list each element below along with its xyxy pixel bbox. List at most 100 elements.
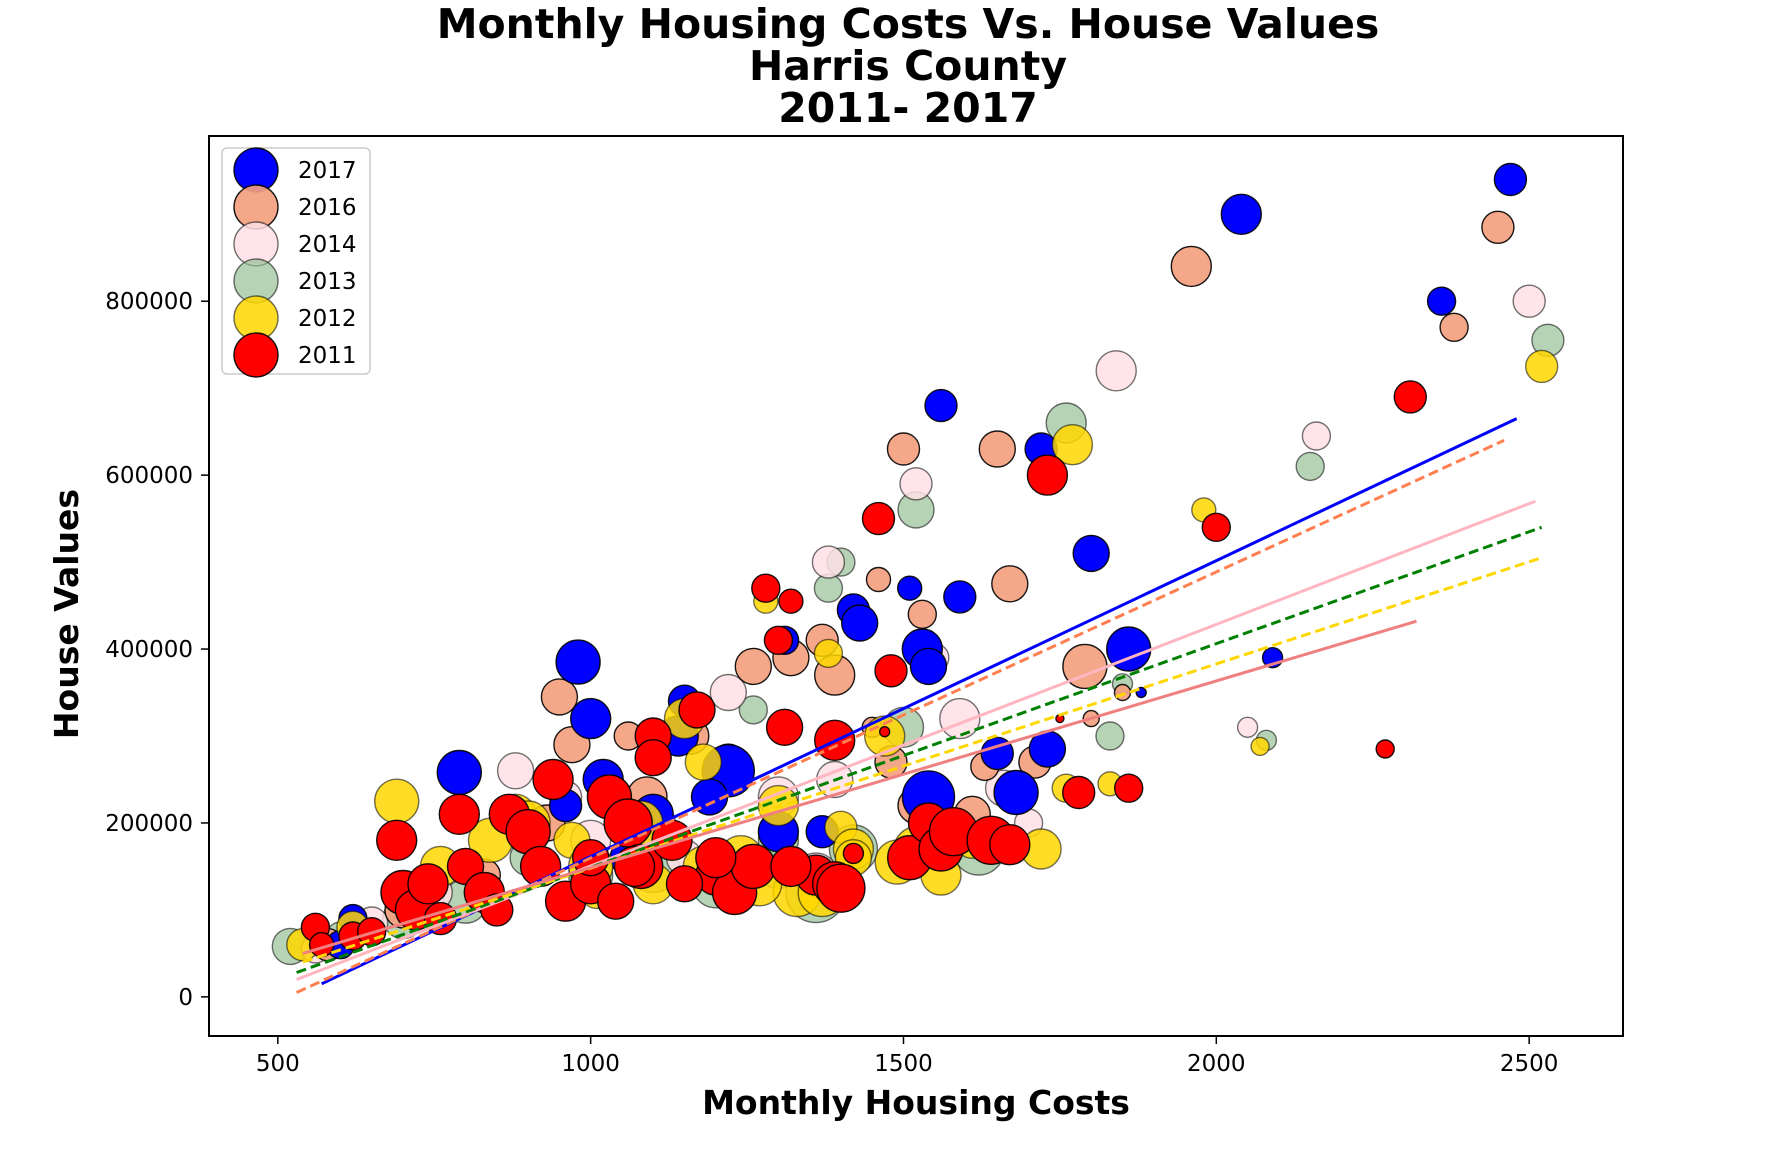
point-2011-51 — [816, 863, 866, 913]
point-2012-2 — [374, 778, 420, 824]
point-2011-30 — [763, 625, 794, 655]
point-2011-32 — [765, 708, 804, 746]
legend: 2017 2016 2014 2013 2012 2011 — [221, 147, 371, 378]
point-2017-2 — [436, 749, 482, 796]
point-2016-25 — [1439, 312, 1469, 342]
point-2017-23 — [993, 769, 1039, 816]
legend-label-2014: 2014 — [298, 232, 357, 258]
point-2011-49 — [1375, 739, 1395, 759]
point-2014-19 — [1512, 284, 1546, 318]
point-2016-24 — [1481, 210, 1515, 245]
point-2017-28 — [1220, 193, 1263, 236]
point-2016-26 — [1113, 683, 1132, 702]
trend-line-2014 — [296, 499, 1536, 981]
point-2011-47 — [1113, 773, 1144, 803]
legend-label-2011: 2011 — [298, 343, 357, 369]
point-2011-7 — [407, 863, 449, 905]
point-2011-16 — [532, 758, 574, 801]
point-2017-30 — [1426, 286, 1457, 316]
y-tick-label-800000: 800000 — [105, 289, 193, 315]
point-2011-55 — [597, 882, 635, 920]
plot-frame — [208, 135, 1624, 1037]
point-2011-46 — [1061, 775, 1096, 810]
y-tick-label-400000: 400000 — [105, 637, 193, 663]
point-2014-15 — [811, 545, 846, 579]
legend-label-2016: 2016 — [298, 195, 357, 221]
point-2017-16 — [897, 575, 923, 601]
point-2011-37 — [861, 501, 896, 536]
point-2011-57 — [879, 726, 891, 738]
point-2011-29 — [751, 573, 781, 603]
point-2011-28 — [730, 843, 776, 890]
chart-title: Monthly Housing Costs Vs. House Values H… — [437, 0, 1380, 132]
point-2017-4 — [555, 639, 601, 685]
point-2012-29 — [1250, 736, 1270, 757]
point-2016-4 — [540, 678, 579, 716]
y-tick-label-0: 0 — [178, 985, 193, 1011]
point-2011-4 — [376, 819, 418, 861]
points-layer — [271, 162, 1565, 966]
point-2011-25 — [678, 691, 716, 729]
point-2016-17 — [978, 430, 1016, 468]
point-2016-18 — [991, 565, 1029, 603]
y-axis-ticks: 0 200000 400000 600000 800000 — [105, 289, 209, 1011]
x-tick-label-1000: 1000 — [561, 1051, 620, 1077]
point-2011-45 — [1026, 454, 1069, 496]
point-2011-53 — [665, 865, 704, 903]
trend-line-2011 — [302, 619, 1417, 955]
point-2017-21 — [943, 580, 977, 614]
point-2016-8 — [734, 647, 772, 686]
trend-line-2016 — [295, 438, 1505, 994]
point-2011-54 — [770, 845, 812, 888]
point-2011-52 — [695, 837, 737, 879]
point-2013-24 — [738, 695, 768, 725]
x-tick-label-2500: 2500 — [1500, 1051, 1559, 1077]
x-tick-label-500: 500 — [256, 1051, 300, 1077]
point-2014-16 — [1095, 350, 1137, 392]
point-2014-17 — [1301, 421, 1332, 451]
x-tick-label-2000: 2000 — [1187, 1051, 1246, 1077]
point-2011-31 — [778, 588, 804, 614]
trend-lines-layer — [295, 417, 1543, 994]
point-2016-14 — [907, 599, 937, 629]
point-2016-23 — [1170, 245, 1213, 288]
point-2011-23 — [634, 739, 672, 777]
title-line-1: Monthly Housing Costs Vs. House Values — [437, 0, 1380, 48]
trend-line-2013 — [296, 525, 1543, 974]
point-2011-9 — [438, 793, 480, 835]
title-line-3: 2011- 2017 — [778, 84, 1038, 132]
point-2012-25 — [1051, 424, 1094, 466]
point-2014-18 — [1236, 716, 1259, 738]
y-tick-label-600000: 600000 — [105, 463, 193, 489]
x-axis-label: Monthly Housing Costs — [702, 1083, 1130, 1122]
point-2017-15 — [841, 604, 879, 642]
y-tick-label-200000: 200000 — [105, 811, 193, 837]
point-2016-15 — [865, 566, 892, 593]
point-2014-3 — [496, 752, 535, 790]
legend-label-2013: 2013 — [298, 269, 357, 295]
point-2017-31 — [1493, 162, 1528, 197]
point-2011-44 — [989, 824, 1031, 866]
point-2017-5 — [570, 697, 612, 740]
point-2013-17 — [1095, 721, 1125, 751]
point-2013-20 — [1295, 451, 1325, 482]
point-2014-6 — [709, 673, 747, 712]
x-tick-label-1500: 1500 — [874, 1051, 933, 1077]
point-2012-12 — [684, 743, 722, 781]
point-2011-36 — [842, 842, 865, 865]
point-2012-30 — [1524, 349, 1559, 384]
legend-label-2017: 2017 — [298, 158, 357, 184]
legend-label-2012: 2012 — [298, 306, 357, 332]
point-2012-17 — [813, 638, 844, 669]
point-2011-38 — [874, 654, 908, 688]
legend-marker-2011 — [233, 332, 279, 378]
y-axis-label: House Values — [47, 489, 86, 739]
title-line-2: Harris County — [749, 42, 1067, 90]
point-2017-19 — [909, 647, 948, 686]
point-2017-26 — [1072, 534, 1110, 573]
point-2016-16 — [886, 432, 921, 466]
point-2011-48 — [1201, 512, 1232, 542]
point-2014-10 — [899, 467, 933, 501]
point-2011-50 — [1393, 380, 1428, 414]
